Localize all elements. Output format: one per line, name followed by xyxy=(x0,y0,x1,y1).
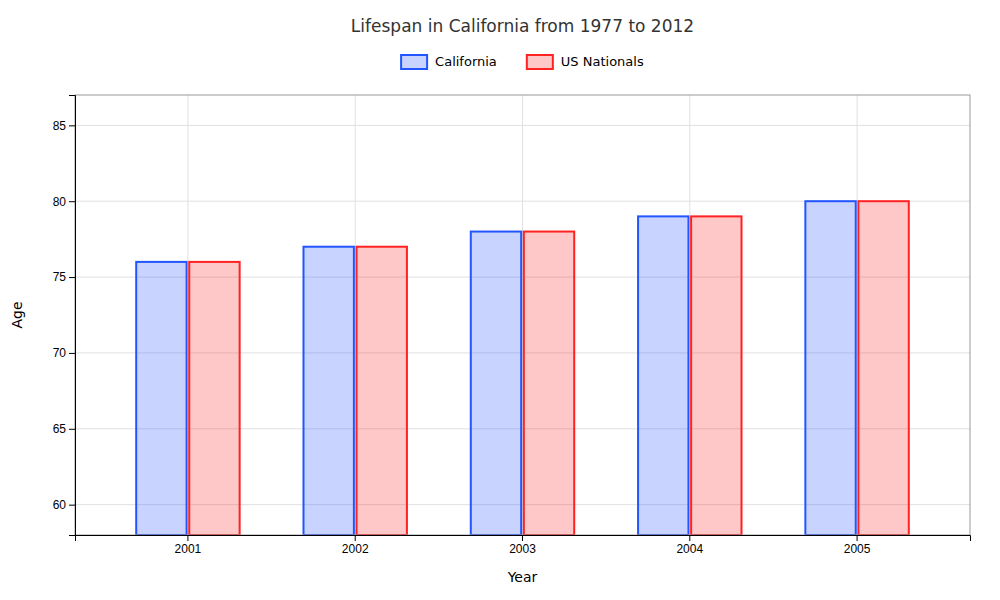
tick-label: 2002 xyxy=(342,542,369,556)
bar xyxy=(858,201,908,535)
bar xyxy=(471,232,521,535)
plot: 2001 2002 2003 2004 2005 60 65 70 75 80 85 xyxy=(53,95,971,556)
tick: 85 xyxy=(53,119,75,133)
bar-series xyxy=(189,201,909,535)
tick: 60 xyxy=(53,498,75,512)
tick-label: 80 xyxy=(53,195,67,209)
bar-series xyxy=(136,201,856,535)
tick-mark xyxy=(69,201,75,202)
tick-label: 75 xyxy=(53,270,67,284)
axis-line xyxy=(69,96,76,536)
tick-label: 65 xyxy=(53,422,67,436)
legend-label: US Nationals xyxy=(561,54,644,69)
title: Lifespan in California from 1977 to 2012 xyxy=(351,16,694,36)
legend-label: California xyxy=(435,54,497,69)
x-axis-title: Year xyxy=(507,569,538,585)
plot-frame xyxy=(75,95,970,535)
tick-mark xyxy=(69,505,75,506)
tick: 70 xyxy=(53,346,75,360)
x-axis: 2001 2002 2003 2004 2005 xyxy=(76,535,971,556)
tick-label: 70 xyxy=(53,346,67,360)
legend-item: US Nationals xyxy=(527,54,644,69)
tick: 2003 xyxy=(509,535,536,556)
tick-mark xyxy=(355,535,356,541)
tick: 2004 xyxy=(676,535,703,556)
tick-mark xyxy=(187,535,188,541)
bar xyxy=(638,216,688,535)
tick-mark xyxy=(69,125,75,126)
bar xyxy=(136,262,186,535)
bar xyxy=(357,247,407,535)
tick-mark xyxy=(69,277,75,278)
tick-label: 2005 xyxy=(844,542,871,556)
legend: California US Nationals xyxy=(401,54,644,69)
tick-mark xyxy=(69,353,75,354)
legend-item: California xyxy=(401,54,497,69)
tick: 2002 xyxy=(342,535,369,556)
tick-mark xyxy=(689,535,690,541)
tick: 75 xyxy=(53,270,75,284)
tick: 65 xyxy=(53,422,75,436)
bar xyxy=(303,247,353,535)
bars xyxy=(136,201,909,535)
bar xyxy=(691,216,741,535)
y-axis-title: Age xyxy=(9,301,25,328)
y-axis: 60 65 70 75 80 85 xyxy=(53,96,76,536)
tick-mark xyxy=(522,535,523,541)
tick-label: 2004 xyxy=(676,542,703,556)
bar xyxy=(189,262,239,535)
tick-label: 2001 xyxy=(175,542,202,556)
bar xyxy=(805,201,855,535)
grid xyxy=(75,95,970,535)
tick-mark xyxy=(857,535,858,541)
chart: 2001 2002 2003 2004 2005 60 65 70 75 80 85 Year Age L… xyxy=(0,0,1000,600)
axis-line xyxy=(76,536,971,542)
legend-swatch xyxy=(401,55,427,69)
tick-label: 85 xyxy=(53,119,67,133)
legend-swatch xyxy=(527,55,553,69)
bar xyxy=(524,232,574,535)
tick: 2001 xyxy=(175,535,202,556)
tick-mark xyxy=(69,429,75,430)
tick: 2005 xyxy=(844,535,871,556)
tick-label: 60 xyxy=(53,498,67,512)
tick-label: 2003 xyxy=(509,542,536,556)
tick: 80 xyxy=(53,195,75,209)
